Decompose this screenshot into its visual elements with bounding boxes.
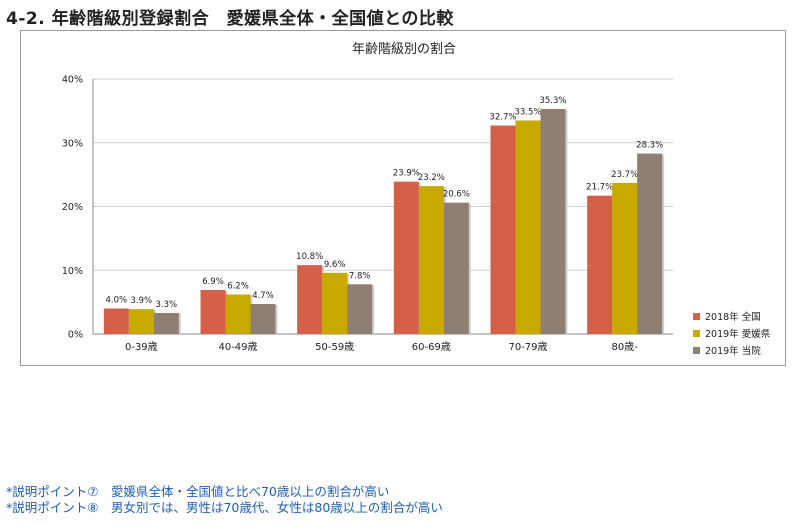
x-tick-label: 80歳- bbox=[611, 341, 638, 353]
note-8: *説明ポイント⑧ 男女別では、男性は70歳代、女性は80歳以上の割合が高い bbox=[6, 500, 443, 515]
data-label: 4.0% bbox=[106, 296, 128, 306]
data-label: 21.7% bbox=[586, 183, 613, 193]
bar bbox=[153, 312, 179, 334]
x-tick-label: 70-79歳 bbox=[508, 341, 547, 353]
data-label: 33.5% bbox=[514, 107, 541, 117]
page-title: 4-2. 年齢階級別登録割合 愛媛県全体・全国値との比較 bbox=[6, 9, 454, 29]
bar bbox=[103, 308, 129, 334]
notes: *説明ポイント⑦ 愛媛県全体・全国値と比べ70歳以上の割合が高い *説明ポイント… bbox=[6, 484, 443, 516]
legend-swatch bbox=[693, 330, 700, 337]
data-label: 23.9% bbox=[393, 169, 420, 179]
chart-title: 年齢階級別の割合 bbox=[352, 41, 456, 57]
data-label: 28.3% bbox=[636, 141, 663, 151]
note-7: *説明ポイント⑦ 愛媛県全体・全国値と比べ70歳以上の割合が高い bbox=[6, 484, 390, 499]
data-label: 9.6% bbox=[324, 260, 346, 270]
bar bbox=[128, 309, 154, 334]
bar bbox=[200, 290, 226, 334]
bar bbox=[418, 186, 444, 334]
bar bbox=[490, 125, 516, 334]
data-label: 3.9% bbox=[131, 296, 153, 306]
bar bbox=[515, 120, 541, 334]
data-label: 7.8% bbox=[349, 271, 371, 281]
bar bbox=[250, 304, 276, 334]
data-label: 10.8% bbox=[296, 252, 323, 262]
x-tick-label: 60-69歳 bbox=[412, 341, 451, 353]
data-label: 23.2% bbox=[418, 173, 445, 183]
bar bbox=[393, 181, 419, 334]
bar bbox=[347, 284, 373, 334]
data-label: 20.6% bbox=[443, 190, 470, 200]
data-label: 3.3% bbox=[156, 300, 178, 310]
data-label: 6.2% bbox=[227, 281, 249, 291]
x-tick-label: 40-49歳 bbox=[218, 341, 257, 353]
data-label: 32.7% bbox=[489, 113, 516, 123]
legend-label: 2018年 全国 bbox=[705, 311, 761, 323]
y-tick-label: 0% bbox=[68, 330, 83, 341]
x-tick-label: 50-59歳 bbox=[315, 341, 354, 353]
bar bbox=[322, 272, 348, 334]
bar bbox=[637, 153, 663, 334]
bar bbox=[443, 202, 469, 334]
x-tick-label: 0-39歳 bbox=[125, 341, 158, 353]
y-tick-label: 30% bbox=[62, 138, 83, 149]
bar bbox=[297, 265, 323, 334]
bar bbox=[540, 108, 566, 335]
y-tick-label: 10% bbox=[62, 266, 83, 277]
legend-swatch bbox=[693, 347, 700, 354]
legend-label: 2019年 当院 bbox=[705, 345, 761, 357]
data-label: 35.3% bbox=[539, 96, 566, 106]
data-label: 6.9% bbox=[202, 277, 224, 287]
data-label: 23.7% bbox=[611, 170, 638, 180]
y-tick-label: 20% bbox=[62, 202, 83, 213]
legend-swatch bbox=[693, 313, 700, 320]
legend-label: 2019年 愛媛県 bbox=[705, 328, 771, 340]
bar bbox=[587, 195, 613, 334]
y-tick-label: 40% bbox=[62, 75, 83, 86]
chart-container: 年齢階級別の割合 0% 10% 20% 30% 40% 4.0% 3.9% 3.3% 0-39歳… bbox=[20, 30, 786, 366]
bar bbox=[612, 182, 638, 334]
bar bbox=[225, 294, 251, 334]
data-label: 4.7% bbox=[252, 291, 274, 301]
bar-chart: 年齢階級別の割合 0% 10% 20% 30% 40% 4.0% 3.9% 3.3% 0-39歳… bbox=[62, 41, 771, 357]
